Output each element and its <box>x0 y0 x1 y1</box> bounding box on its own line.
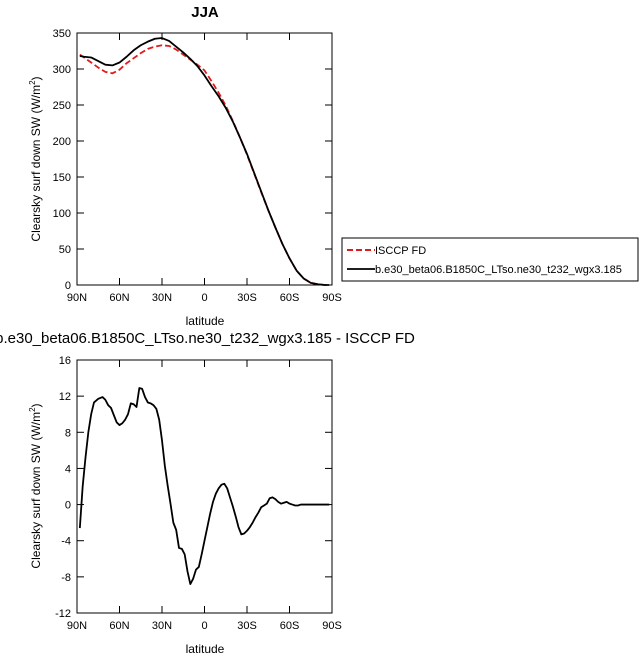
bottom-x-tick-label: 90N <box>67 620 87 632</box>
bottom-y-tick-label: -8 <box>61 572 71 584</box>
top-x-tick-label: 90N <box>67 292 87 304</box>
bottom-x-tick-label: 0 <box>201 620 207 632</box>
top-y-tick-label: 350 <box>53 28 71 40</box>
bottom-x-tick-label: 90S <box>322 620 342 632</box>
top-plot-area: 90N 60N 30N 0 30S 60S 90S 0 50 100 150 200 250 300 350 <box>53 28 342 304</box>
top-y-axis-label: Clearsky surf down SW (W/m2) <box>28 76 43 241</box>
legend-label-model: b.e30_beta06.B1850C_LTso.ne30_t232_wgx3.… <box>375 264 622 276</box>
top-x-tick-label: 30N <box>152 292 172 304</box>
top-x-tick-label: 60S <box>280 292 300 304</box>
bottom-x-tick-label: 60S <box>280 620 300 632</box>
bottom-y-tick-label: 16 <box>59 355 71 367</box>
top-y-tick-label: 200 <box>53 136 71 148</box>
bottom-plot-area: 90N 60N 30N 0 30S 60S 90S -12 -8 -4 0 4 8 12 16 <box>55 355 342 632</box>
top-x-axis-label: latitude <box>186 314 225 328</box>
legend: ISCCP FD b.e30_beta06.B1850C_LTso.ne30_t… <box>341 237 639 282</box>
top-panel: JJA 90N 60N 30N 0 30S 60S 90S 0 50 100 150 200 250 30… <box>28 4 342 328</box>
top-y-tick-label: 0 <box>65 280 71 292</box>
legend-box <box>341 237 639 282</box>
top-panel-title: JJA <box>191 4 219 21</box>
bottom-x-tick-label: 60N <box>109 620 129 632</box>
top-x-tick-label: 30S <box>237 292 257 304</box>
top-y-tick-label: 150 <box>53 172 71 184</box>
top-x-tick-label: 90S <box>322 292 342 304</box>
top-y-tick-label: 50 <box>59 244 71 256</box>
legend-label-isccp: ISCCP FD <box>375 245 426 257</box>
bottom-panel-title: b.e30_beta06.B1850C_LTso.ne30_t232_wgx3.… <box>0 330 415 347</box>
top-y-tick-label: 300 <box>53 64 71 76</box>
bottom-series-line-1 <box>78 387 330 585</box>
top-y-tick-label: 100 <box>53 208 71 220</box>
top-x-tick-label: 60N <box>109 292 129 304</box>
bottom-x-tick-label: 30N <box>152 620 172 632</box>
bottom-y-tick-label: 8 <box>65 427 71 439</box>
bottom-plot-frame <box>76 359 333 614</box>
bottom-panel: b.e30_beta06.B1850C_LTso.ne30_t232_wgx3.… <box>0 330 415 656</box>
bottom-y-tick-label: 12 <box>59 391 71 403</box>
top-x-tick-label: 0 <box>201 292 207 304</box>
bottom-y-tick-label: -4 <box>61 536 71 548</box>
bottom-y-tick-label: -12 <box>55 608 71 620</box>
top-series-line-1 <box>79 44 330 286</box>
top-series-line-2 <box>79 37 330 286</box>
bottom-y-tick-label: 4 <box>65 463 71 475</box>
bottom-x-tick-label: 30S <box>237 620 257 632</box>
bottom-x-axis-label: latitude <box>186 642 225 656</box>
top-y-tick-label: 250 <box>53 100 71 112</box>
bottom-y-axis-label: Clearsky surf down SW (W/m2) <box>28 403 43 568</box>
bottom-y-tick-label: 0 <box>65 500 71 512</box>
